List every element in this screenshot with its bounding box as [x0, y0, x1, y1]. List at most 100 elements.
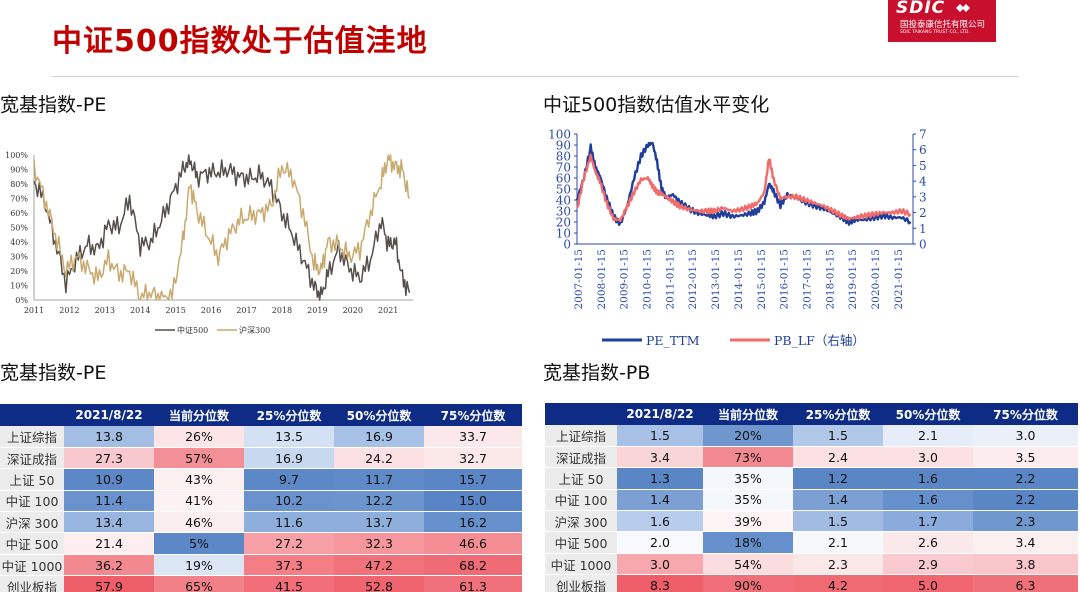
- table-cell: 90%: [703, 574, 793, 592]
- x-tick-label: 2007-01-15: [573, 249, 585, 310]
- table-cell: 13.4: [64, 511, 154, 534]
- column-header: 25%分位数: [793, 403, 883, 425]
- table-row: 沪深 300 1.6 39% 1.5 1.7 2.3: [545, 510, 1078, 533]
- y-left-tick-label: 30: [556, 205, 571, 219]
- company-logo: SDIC 国投泰康信托有限公司 SDIC TAIKANG TRUST CO., …: [888, 0, 996, 42]
- legend-label: PB_LF（右轴）: [774, 333, 865, 348]
- table-cell: 46%: [154, 511, 244, 534]
- table-row: 沪深 300 13.4 46% 11.6 13.7 16.2: [0, 511, 522, 534]
- table-cell: 52.8: [334, 575, 424, 592]
- x-tick-label: 2010-01-15: [641, 249, 653, 310]
- x-tick-label: 2018: [272, 306, 292, 315]
- table-cell: 68.2: [424, 554, 522, 577]
- y-right-tick-label: 4: [919, 175, 927, 189]
- table-cell: 19%: [154, 554, 244, 577]
- table-cell: 1.5: [793, 425, 883, 447]
- table-header-row: 2021/8/22 当前分位数 25%分位数 50%分位数 75%分位数: [0, 404, 522, 426]
- x-tick-label: 2009-01-15: [619, 249, 631, 310]
- table-cell: 1.6: [883, 467, 973, 490]
- table-row: 中证 100 11.4 41% 10.2 12.2 15.0: [0, 490, 522, 513]
- table-cell: 1.6: [617, 510, 703, 533]
- table-cell: 2.3: [973, 510, 1078, 533]
- table-cell: 3.0: [973, 425, 1078, 447]
- x-tick-label: 2012: [59, 306, 79, 315]
- x-tick-label: 2019: [307, 306, 327, 315]
- column-header: [0, 404, 64, 426]
- table-cell: 8.3: [617, 574, 703, 592]
- table-cell: 24.2: [334, 447, 424, 470]
- x-tick-label: 2018-01-15: [824, 249, 836, 310]
- table-cell: 3.0: [883, 446, 973, 469]
- x-tick-label: 2020: [343, 306, 363, 315]
- x-tick-label: 2014-01-15: [733, 249, 745, 310]
- table-cell: 37.3: [244, 554, 334, 577]
- section-title-pe-chart: 宽基指数-PE: [0, 94, 107, 116]
- column-header: 75%分位数: [424, 404, 522, 426]
- x-tick-label: 2012-01-15: [687, 249, 699, 310]
- column-header: 50%分位数: [334, 404, 424, 426]
- y-left-tick-label: 0: [563, 238, 571, 252]
- table-cell: 33.7: [424, 426, 522, 448]
- table-cell: 2.4: [793, 446, 883, 469]
- table-cell: 1.5: [793, 510, 883, 533]
- table-cell: 6.3: [973, 574, 1078, 592]
- logo-company-name-en: SDIC TAIKANG TRUST CO., LTD.: [900, 30, 970, 35]
- table-cell: 27.2: [244, 532, 334, 555]
- logo-company-name: 国投泰康信托有限公司: [900, 20, 986, 30]
- row-label: 中证 100: [545, 489, 617, 512]
- table-cell: 5%: [154, 532, 244, 555]
- table-cell: 36.2: [64, 554, 154, 577]
- table-cell: 26%: [154, 426, 244, 448]
- table-cell: 47.2: [334, 554, 424, 577]
- table-row: 中证 1000 36.2 19% 37.3 47.2 68.2: [0, 554, 522, 577]
- series-line-hs300: [33, 154, 411, 301]
- table-cell: 13.7: [334, 511, 424, 534]
- section-title-pb-table: 宽基指数-PB: [543, 362, 651, 384]
- y-tick-label: 60%: [10, 209, 28, 218]
- x-tick-label: 2017: [236, 306, 256, 315]
- row-label: 沪深 300: [545, 510, 617, 533]
- row-label: 创业板指: [0, 575, 64, 592]
- y-left-tick-label: 50: [556, 183, 571, 197]
- table-cell: 11.6: [244, 511, 334, 534]
- y-tick-label: 0%: [15, 296, 28, 305]
- table-cell: 2.1: [883, 425, 973, 447]
- legend-label: 中证500: [177, 325, 208, 335]
- table-row: 创业板指 57.9 65% 41.5 52.8 61.3: [0, 575, 522, 592]
- row-label: 深证成指: [545, 446, 617, 469]
- table-cell: 43%: [154, 468, 244, 491]
- x-tick-label: 2011: [24, 306, 44, 315]
- table-cell: 57.9: [64, 575, 154, 592]
- page-title: 中证500指数处于估值洼地: [52, 24, 428, 59]
- y-tick-label: 80%: [10, 180, 28, 189]
- y-tick-label: 90%: [10, 166, 28, 175]
- x-tick-label: 2013: [95, 306, 115, 315]
- title-divider: [52, 76, 1018, 77]
- table-row: 上证 50 1.3 35% 1.2 1.6 2.2: [545, 467, 1078, 490]
- table-row: 深证成指 27.3 57% 16.9 24.2 32.7: [0, 447, 522, 470]
- column-header: 50%分位数: [883, 403, 973, 425]
- table-cell: 3.4: [617, 446, 703, 469]
- table-row: 上证综指 13.8 26% 13.5 16.9 33.7: [0, 426, 522, 448]
- table-cell: 73%: [703, 446, 793, 469]
- table-cell: 18%: [703, 531, 793, 554]
- table-row: 深证成指 3.4 73% 2.4 3.0 3.5: [545, 446, 1078, 469]
- x-tick-label: 2013-01-15: [710, 249, 722, 310]
- series-line-pb-lf: [576, 153, 912, 223]
- row-label: 中证 500: [545, 531, 617, 554]
- table-row: 中证 1000 3.0 54% 2.3 2.9 3.8: [545, 553, 1078, 576]
- y-left-tick-label: 40: [556, 194, 571, 208]
- y-left-tick-label: 100: [548, 128, 571, 142]
- x-tick-label: 2016-01-15: [779, 249, 791, 310]
- row-label: 中证 1000: [545, 553, 617, 576]
- series-line-pe-ttm: [575, 141, 912, 227]
- row-label: 中证 100: [0, 490, 64, 513]
- table-cell: 1.2: [793, 467, 883, 490]
- row-label: 沪深 300: [0, 511, 64, 534]
- y-left-tick-label: 90: [556, 139, 571, 153]
- table-cell: 65%: [154, 575, 244, 592]
- y-left-tick-label: 80: [556, 150, 571, 164]
- column-header: 2021/8/22: [64, 404, 154, 426]
- table-row: 中证 500 21.4 5% 27.2 32.3 46.6: [0, 532, 522, 555]
- y-right-tick-label: 3: [919, 190, 927, 204]
